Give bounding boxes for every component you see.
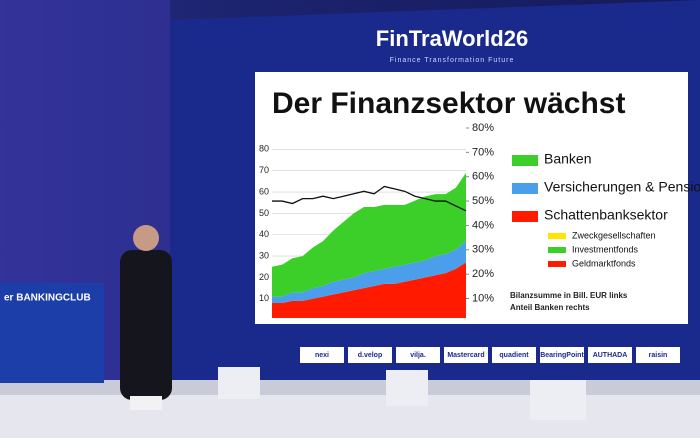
sub-legend-label: Investmentfonds <box>572 244 639 254</box>
y-tick-label: 50 <box>259 208 269 218</box>
y2-tick-label: 30% <box>472 244 494 256</box>
stage-box <box>530 380 586 420</box>
chart-title: Der Finanzsektor wächst <box>272 87 625 120</box>
legend-swatch <box>512 211 538 222</box>
legend-label: Schattenbanksektor <box>544 207 668 223</box>
speaker-head <box>133 225 159 251</box>
note: Bilanzsumme in Bill. EUR links <box>510 291 628 300</box>
brand: FinTraWorld26 <box>376 26 528 51</box>
legend-label: Versicherungen & Pensionsfonds <box>544 179 700 195</box>
sub-legend-label: Geldmarktfonds <box>572 258 636 268</box>
y-tick-label: 70 <box>259 165 269 175</box>
sub-legend-swatch <box>548 233 566 239</box>
legend-swatch <box>512 183 538 194</box>
y2-tick-label: 50% <box>472 195 494 207</box>
sponsor-name: quadient <box>499 352 529 359</box>
y2-tick-label: 60% <box>472 171 494 183</box>
sponsor-row: nexi d.velop vilja. Mastercard quadient Beari… <box>300 347 680 363</box>
sponsor-logo <box>636 347 680 363</box>
sponsor-name: d.velop <box>358 352 383 359</box>
stage-box <box>386 370 428 406</box>
side-screen-title: er BANKINGCLUB <box>4 293 91 304</box>
y-tick-label: 10 <box>259 293 269 303</box>
legend-label: Banken <box>544 151 591 167</box>
y2-tick-label: 40% <box>472 219 494 231</box>
stage-box <box>218 367 260 399</box>
sponsor-logo <box>300 347 344 363</box>
sponsor-logo <box>540 347 584 363</box>
y2-tick-label: 70% <box>472 146 494 158</box>
sponsor-name: raisin <box>649 352 668 359</box>
note: Anteil Banken rechts <box>510 303 590 312</box>
tagline: Finance Transformation Future <box>390 57 515 64</box>
y-tick-label: 80 <box>259 144 269 154</box>
sponsor-name: vilja. <box>410 352 426 359</box>
speaker <box>120 225 172 410</box>
y-tick-label: 20 <box>259 272 269 282</box>
sub-legend-swatch <box>548 247 566 253</box>
y-tick-label: 60 <box>259 186 269 196</box>
y-tick-label: 40 <box>259 229 269 239</box>
y-tick-label: 30 <box>259 250 269 260</box>
sub-legend-label: Zweckgesellschaften <box>572 230 656 240</box>
y2-tick-label: 80% <box>472 122 494 134</box>
sponsor-logo <box>348 347 392 363</box>
speaker-shoes <box>130 396 162 410</box>
sub-legend-swatch <box>548 261 566 267</box>
share-line <box>272 185 467 212</box>
area <box>272 172 466 297</box>
side-screen <box>0 283 104 383</box>
sponsor-logo <box>588 347 632 363</box>
speaker-body <box>120 250 172 400</box>
sponsor-name: nexi <box>315 352 329 359</box>
y2-tick-label: 20% <box>472 268 494 280</box>
sponsor-name: AUTHADA <box>593 352 628 359</box>
y2-tick-label: 10% <box>472 292 494 304</box>
sponsor-logo <box>492 347 536 363</box>
sponsor-name: BearingPoint <box>540 352 584 359</box>
sponsor-logo <box>444 347 488 363</box>
legend-swatch <box>512 155 538 166</box>
sponsor-name: Mastercard <box>447 352 484 359</box>
area <box>272 262 466 318</box>
stage-front <box>0 395 700 438</box>
sponsor-logo <box>396 347 440 363</box>
